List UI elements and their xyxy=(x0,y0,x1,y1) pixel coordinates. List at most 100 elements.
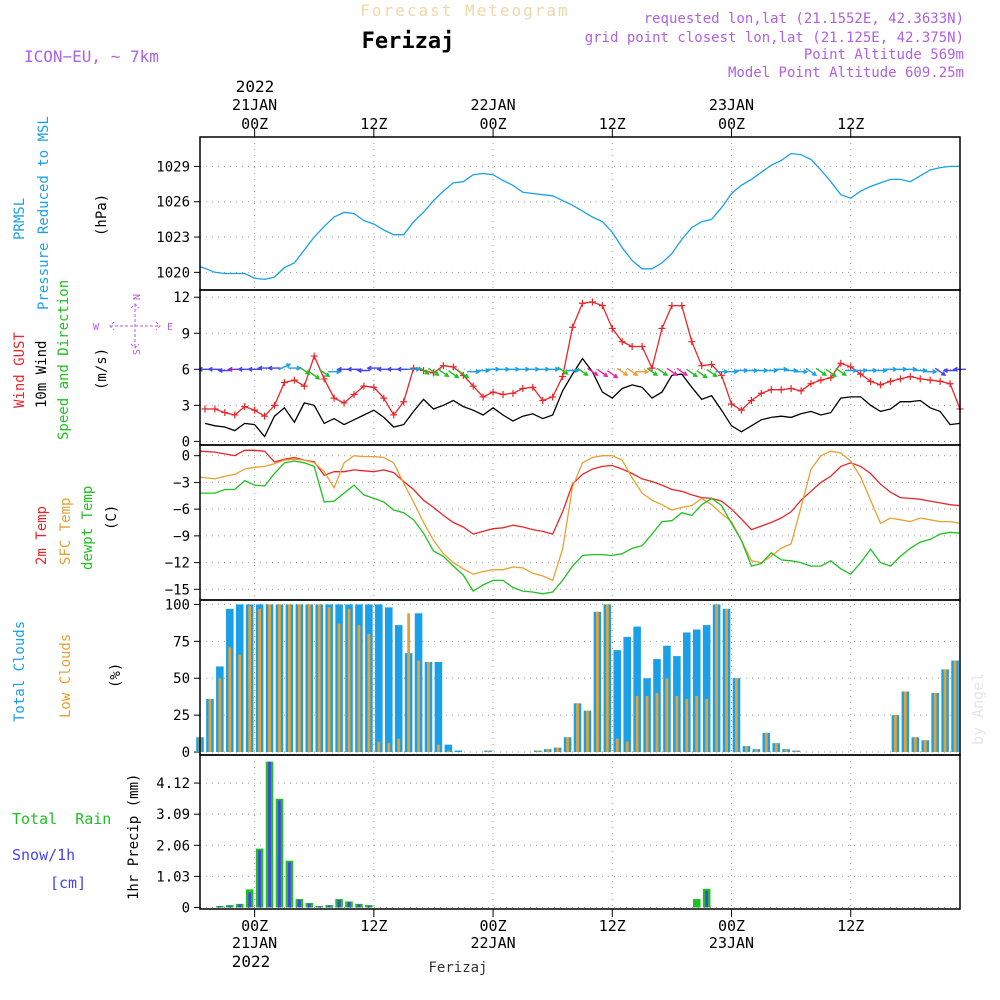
gust-marker xyxy=(400,398,408,406)
wind-arrow xyxy=(934,367,947,376)
bar-low-clouds xyxy=(268,604,271,753)
ytick-label: 0 xyxy=(182,745,190,761)
ytick-label: 25 xyxy=(173,708,190,724)
ytick-label: 1.03 xyxy=(156,869,190,885)
gust-marker xyxy=(608,324,616,332)
wind-arrow xyxy=(636,369,650,375)
gust-marker xyxy=(886,377,894,385)
top-date-label: 21JAN xyxy=(232,96,277,114)
pressure-reduced-label: Pressure Reduced to MSL xyxy=(36,116,52,310)
bar-low-clouds xyxy=(357,625,361,753)
gust-marker xyxy=(559,373,567,381)
bar-low-clouds xyxy=(278,604,281,753)
gust-marker xyxy=(360,382,368,390)
bar-low-clouds xyxy=(417,660,420,753)
bar-low-clouds xyxy=(258,608,261,753)
compass-n: N xyxy=(132,294,143,300)
gust-marker xyxy=(449,363,457,371)
gust-marker xyxy=(290,376,298,384)
temp-labels: 2m Temp SFC Temp dewpt Temp (C) xyxy=(34,486,120,570)
bar-low-clouds xyxy=(933,693,937,753)
gridpoint-coords: grid point closest lon,lat (21.125E, 42.… xyxy=(585,30,964,46)
bottom-date-label: 21JAN xyxy=(232,934,277,952)
ytick-label: −6 xyxy=(173,502,190,518)
bar-low-clouds xyxy=(566,737,569,753)
bar-low-clouds xyxy=(725,608,728,753)
wind-arrow xyxy=(438,368,450,378)
gust-marker xyxy=(261,412,269,420)
wind-arrow xyxy=(686,368,698,378)
bar-snow-1h xyxy=(357,904,361,908)
gust-marker xyxy=(280,379,288,387)
wind-arrow xyxy=(924,369,938,375)
wind-arrow xyxy=(328,369,342,375)
wind-arrow xyxy=(725,369,739,375)
ytick-label: 3 xyxy=(182,398,190,414)
bar-low-clouds xyxy=(913,737,917,753)
gust-marker xyxy=(588,298,596,306)
wind-arrow xyxy=(815,367,828,376)
ytick-label: −3 xyxy=(173,475,190,491)
gust-marker xyxy=(638,342,646,350)
gust-marker xyxy=(489,388,497,396)
wind-arrow xyxy=(646,367,659,376)
gust-marker xyxy=(310,352,318,360)
bar-low-clouds xyxy=(764,732,768,753)
gust-marker xyxy=(857,370,865,378)
wind-arrow xyxy=(805,367,818,376)
snow-unit-label: [cm] xyxy=(50,874,86,892)
bar-low-clouds xyxy=(377,741,381,753)
bar-total-clouds xyxy=(633,626,641,753)
bar-low-clouds xyxy=(546,749,550,753)
bar-low-clouds xyxy=(695,695,699,753)
ytick-label: 0 xyxy=(182,449,190,465)
wind-arrow xyxy=(477,367,491,374)
wind-arrow xyxy=(278,363,292,371)
wind-arrow xyxy=(587,367,599,376)
series-line-dewpt-temp xyxy=(200,460,961,595)
pressure-panel: 1020 1023 1026 1029 xyxy=(156,136,961,291)
gust-marker xyxy=(936,377,944,385)
wind-arrow xyxy=(874,367,888,374)
gust-marker xyxy=(350,391,358,399)
gust-marker xyxy=(916,375,924,383)
wind-arrow xyxy=(366,365,380,371)
wind-unit: (m/s) xyxy=(94,348,110,390)
gust-marker xyxy=(241,403,249,411)
gust-marker xyxy=(410,364,418,372)
bar-low-clouds xyxy=(625,741,629,753)
bar-low-clouds xyxy=(208,698,212,753)
ytick-label: 1029 xyxy=(156,159,190,175)
ytick-label: 1020 xyxy=(156,265,190,281)
wind-arrow xyxy=(346,366,360,372)
ytick-label: 9 xyxy=(182,326,190,342)
temp-dewpt-label: dewpt Temp xyxy=(80,486,96,570)
gust-marker xyxy=(201,405,209,413)
gust-marker xyxy=(370,383,378,391)
ytick-label: 6 xyxy=(182,362,190,378)
bar-total-clouds xyxy=(394,625,403,753)
wind-arrow xyxy=(428,367,440,376)
top-xtick-label: 00Z xyxy=(480,115,507,133)
bar-snow-1h xyxy=(258,850,261,908)
top-xtick-label: 12Z xyxy=(837,115,864,133)
wind-arrow xyxy=(267,365,281,371)
bar-total-clouds xyxy=(384,607,393,753)
compass-rose-icon xyxy=(109,303,161,349)
wind-arrow xyxy=(418,366,430,375)
bar-low-clouds xyxy=(645,695,649,753)
gust-marker xyxy=(817,376,825,384)
bar-low-clouds xyxy=(387,743,391,753)
gust-marker xyxy=(519,385,527,393)
wind-arrow xyxy=(577,367,589,376)
temp-sfc-label: SFC Temp xyxy=(58,498,74,565)
bar-total-clouds xyxy=(623,636,631,753)
pressure-labels: PRMSL Pressure Reduced to MSL (hPa) xyxy=(12,116,110,310)
wind-arrow xyxy=(467,369,481,375)
bar-snow-1h xyxy=(228,905,232,908)
gust-marker xyxy=(668,302,676,310)
gust-marker xyxy=(479,393,487,401)
wind-arrow xyxy=(247,366,261,372)
gust-marker xyxy=(847,363,855,371)
ytick-label: 0 xyxy=(182,900,190,916)
